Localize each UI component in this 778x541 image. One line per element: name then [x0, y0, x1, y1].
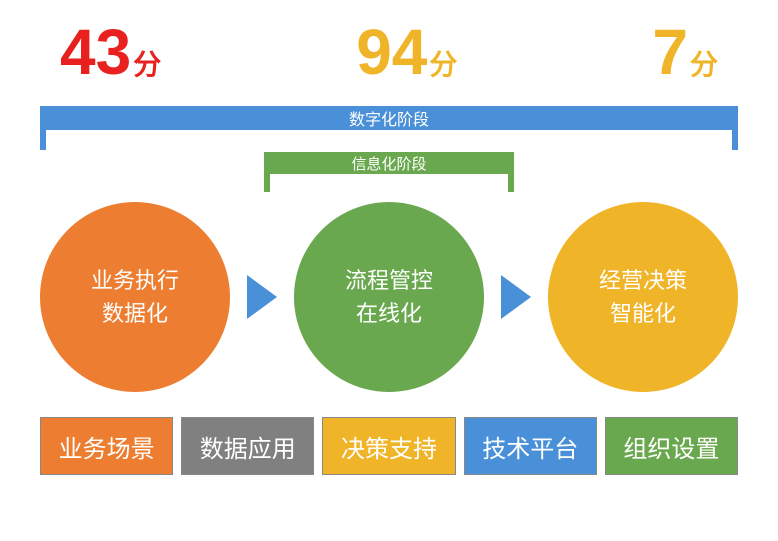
circle-3-line1: 经营决策 [599, 264, 687, 297]
circle-3: 经营决策 智能化 [548, 202, 738, 392]
score-1: 43 分 [60, 20, 161, 84]
score-3: 7 分 [652, 20, 718, 84]
circle-1-line2: 数据化 [102, 297, 168, 330]
tile-2: 数据应用 [181, 417, 314, 475]
arrow-1-icon [247, 275, 277, 319]
outer-bracket-label: 数字化阶段 [40, 106, 738, 130]
arrow-2-icon [501, 275, 531, 319]
inner-bracket-label: 信息化阶段 [264, 152, 514, 174]
score-1-unit: 分 [133, 43, 161, 83]
circle-1: 业务执行 数据化 [40, 202, 230, 392]
circle-2: 流程管控 在线化 [294, 202, 484, 392]
tiles-row: 业务场景 数据应用 决策支持 技术平台 组织设置 [40, 417, 738, 475]
inner-bracket: 信息化阶段 [264, 142, 514, 172]
circle-2-line1: 流程管控 [345, 264, 433, 297]
score-2-unit: 分 [429, 43, 457, 83]
score-2-value: 94 [356, 20, 427, 84]
score-3-value: 7 [652, 20, 688, 84]
score-3-unit: 分 [690, 43, 718, 83]
score-2: 94 分 [356, 20, 457, 84]
outer-bracket: 数字化阶段 [40, 94, 738, 124]
circles-row: 业务执行 数据化 流程管控 在线化 经营决策 智能化 [40, 202, 738, 392]
tile-1: 业务场景 [40, 417, 173, 475]
scores-row: 43 分 94 分 7 分 [30, 20, 748, 94]
tile-4: 技术平台 [464, 417, 597, 475]
score-1-value: 43 [60, 20, 131, 84]
tile-3: 决策支持 [322, 417, 455, 475]
circle-3-line2: 智能化 [610, 297, 676, 330]
circle-1-line1: 业务执行 [91, 264, 179, 297]
outer-bracket-tick-right [732, 106, 738, 150]
tile-5: 组织设置 [605, 417, 738, 475]
circle-2-line2: 在线化 [356, 297, 422, 330]
inner-bracket-tick-right [508, 152, 514, 192]
